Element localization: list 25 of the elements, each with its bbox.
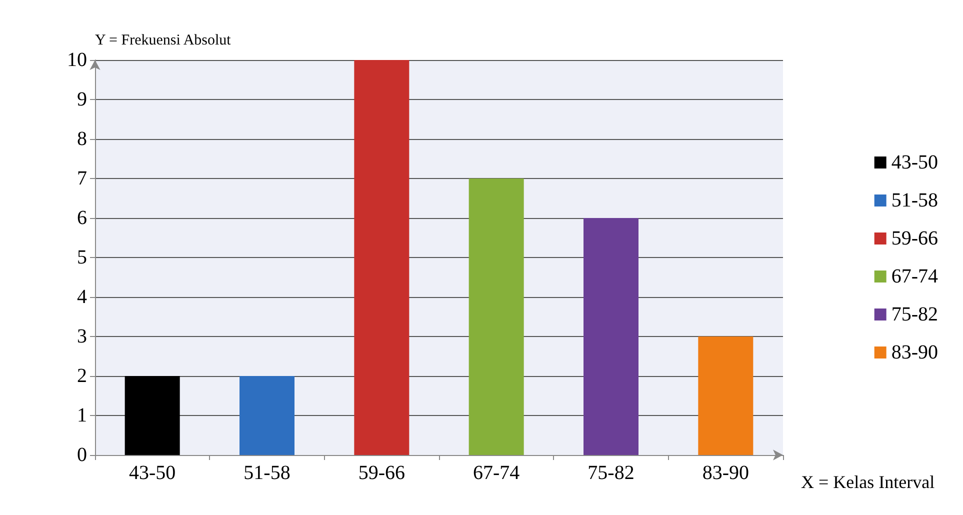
legend-label: 83-90: [891, 342, 938, 364]
x-tick-label: 59-66: [358, 462, 406, 484]
y-tick-label: 1: [77, 404, 87, 426]
y-tick-label: 3: [77, 326, 87, 348]
y-tick-label: 4: [77, 286, 87, 308]
x-axis-title: X = Kelas Interval: [801, 472, 935, 492]
y-tick-label: 9: [77, 88, 87, 110]
y-axis-title: Y = Frekuensi Absolut: [95, 32, 232, 48]
x-tick-label: 43-50: [128, 462, 176, 484]
legend-label: 67-74: [891, 266, 938, 288]
y-tick-label: 10: [67, 49, 87, 71]
y-tick-label: 2: [77, 365, 87, 387]
x-tick-label: 51-58: [244, 462, 290, 484]
legend-label: 51-58: [891, 190, 938, 212]
y-tick-label: 0: [77, 444, 87, 466]
legend-label: 59-66: [891, 228, 938, 250]
x-tick-label: 83-90: [702, 462, 750, 484]
legend-label: 43-50: [891, 152, 938, 174]
y-tick-label: 8: [77, 128, 87, 150]
legend-label: 75-82: [891, 304, 938, 326]
y-tick-label: 7: [77, 168, 87, 190]
y-tick-label: 6: [77, 207, 87, 229]
y-tick-label: 5: [77, 246, 87, 268]
x-tick-label: 75-82: [588, 462, 634, 484]
x-tick-label: 67-74: [472, 462, 520, 484]
